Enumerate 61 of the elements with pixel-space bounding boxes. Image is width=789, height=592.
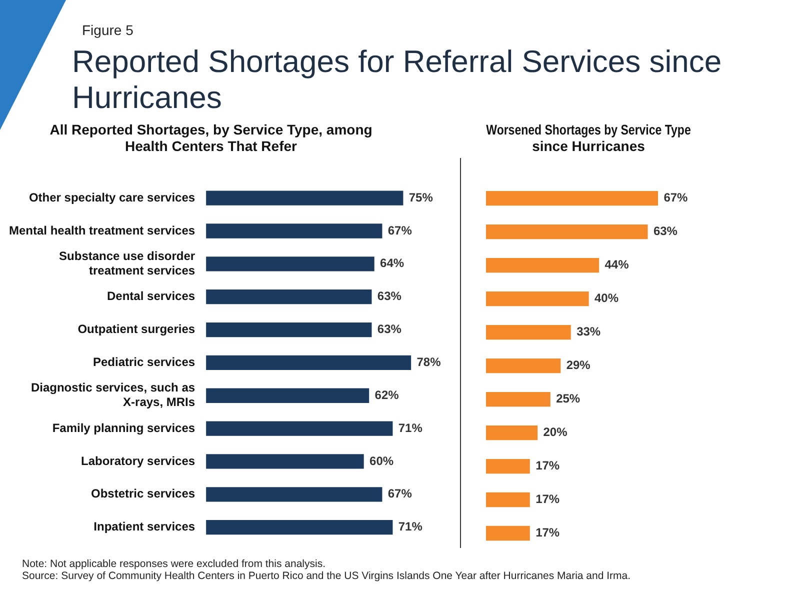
data-label: 67% — [388, 223, 412, 238]
bar — [206, 520, 393, 535]
text: Figure 5 — [82, 22, 134, 38]
y-tick-label: Inpatient services — [94, 520, 196, 534]
data-label: 44% — [604, 258, 630, 272]
data-label: 63% — [653, 224, 678, 238]
y-tick-label: Dental services — [107, 289, 196, 304]
source-note: Source: Survey of Community Health Centers in Puerto Rico and the US Virgins Islands One Year after Hurricanes Maria and Irma. — [22, 570, 632, 582]
bar — [486, 358, 561, 374]
y-tick-label: Laboratory services — [81, 454, 196, 468]
bar — [486, 526, 530, 541]
data-label: 63% — [377, 289, 402, 304]
data-label: 71% — [398, 420, 423, 435]
bar — [206, 355, 412, 370]
bar — [206, 421, 393, 436]
y-tick-label: Diagnostic services, such as X-rays, MRIs — [30, 380, 196, 410]
bar — [486, 324, 571, 340]
data-label: 78% — [416, 355, 442, 370]
y-tick-label: Outpatient surgeries — [78, 322, 196, 336]
y-tick-label: Obstetric services — [91, 486, 196, 501]
bar — [486, 258, 600, 273]
bar — [206, 322, 372, 338]
bar — [486, 492, 530, 508]
data-label: 63% — [377, 322, 402, 336]
bar — [486, 291, 589, 306]
data-label: 64% — [380, 256, 404, 270]
data-label: 67% — [388, 486, 412, 501]
y-tick-label: Mental health treatment services — [8, 223, 196, 238]
data-label: 71% — [398, 520, 423, 534]
text: Reported Shortages for Referral Services since Hurricanes — [72, 44, 723, 116]
data-label: 40% — [594, 291, 619, 306]
data-label: 60% — [370, 454, 394, 468]
data-label: 29% — [566, 358, 591, 372]
bar — [486, 458, 530, 474]
bar — [486, 392, 550, 407]
chart-title: Worsened Shortages by Service Type since Hurricanes — [486, 121, 691, 154]
bar — [206, 487, 382, 502]
bar — [206, 454, 364, 469]
bar — [206, 290, 372, 304]
bar — [206, 256, 374, 272]
chart-title: All Reported Shortages, by Service Type, among Health Centers That Refer — [50, 121, 372, 154]
bar — [486, 191, 658, 206]
data-label: 17% — [536, 492, 560, 506]
bar — [206, 388, 370, 403]
y-tick-label: Substance use disorder treatment services — [59, 249, 196, 278]
bar — [486, 224, 648, 240]
bar — [206, 224, 382, 238]
text: Note: Not applicable responses were excluded from this analysis. — [22, 558, 326, 570]
data-label: 20% — [543, 425, 568, 440]
y-tick-label: Other specialty care services — [28, 190, 196, 204]
data-label: 67% — [664, 190, 688, 205]
y-tick-label: Pediatric services — [92, 355, 196, 370]
data-label: 75% — [408, 190, 434, 204]
bar — [206, 190, 404, 206]
data-label: 33% — [576, 324, 601, 339]
y-tick-label: Family planning services — [52, 420, 196, 435]
bar — [486, 425, 538, 440]
data-label: 62% — [374, 388, 400, 402]
data-label: 17% — [536, 526, 560, 540]
data-label: 17% — [536, 458, 560, 473]
data-label: 25% — [556, 392, 580, 406]
